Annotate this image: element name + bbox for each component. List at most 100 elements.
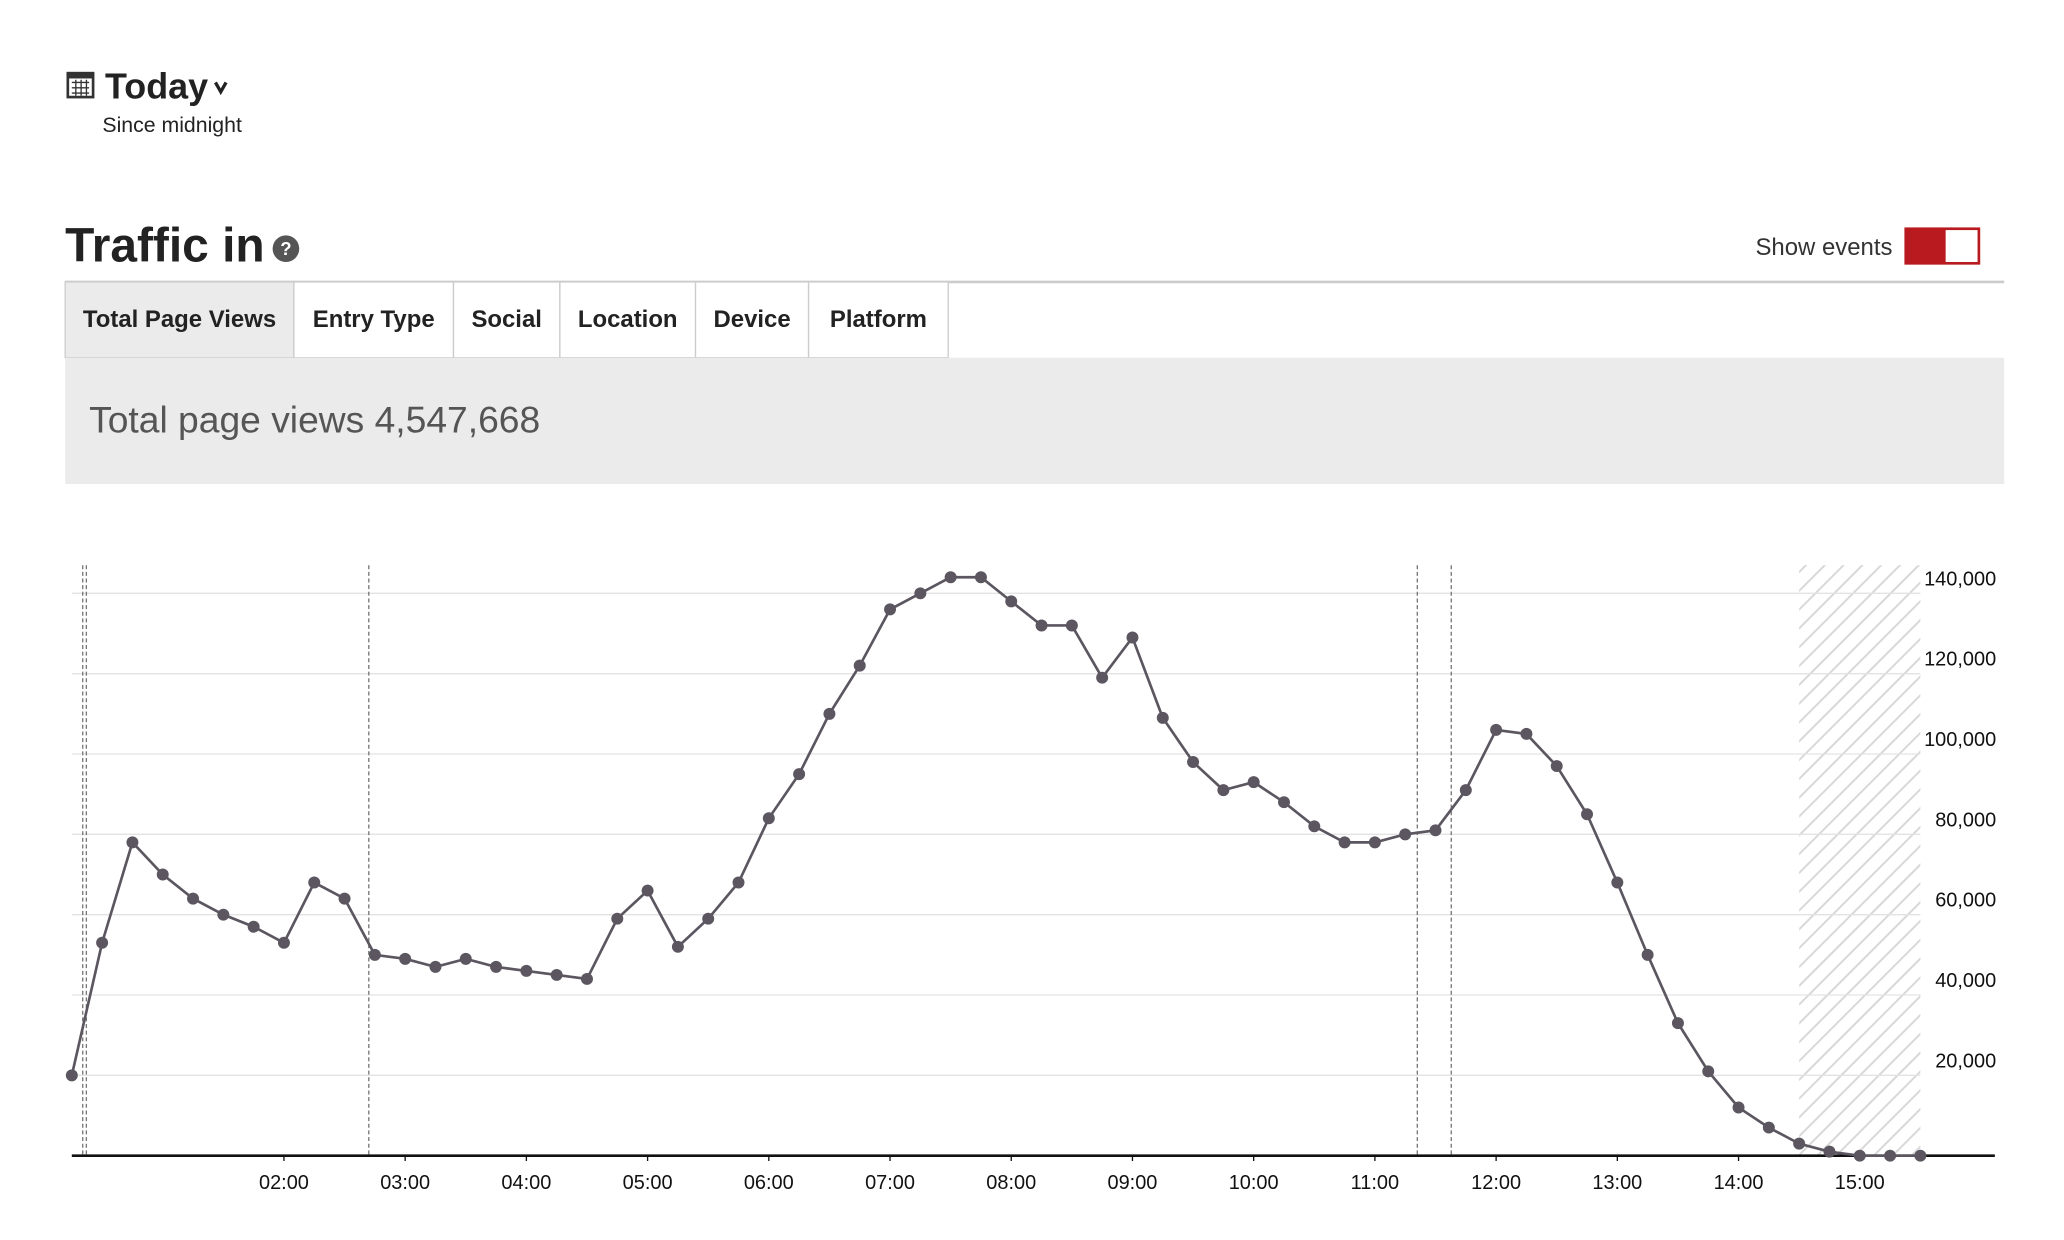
data-point: [762, 812, 775, 825]
data-point: [65, 1069, 78, 1082]
data-point: [1429, 824, 1442, 837]
data-point: [1884, 1149, 1897, 1162]
data-point: [459, 952, 472, 965]
data-point: [1065, 619, 1078, 632]
data-point: [1702, 1065, 1715, 1078]
x-tick-label: 02:00: [259, 1172, 309, 1194]
data-point: [702, 912, 715, 925]
future-shade: [1799, 565, 1921, 1156]
x-tick-label: 10:00: [1229, 1172, 1279, 1194]
tab-label: Total Page Views: [83, 306, 276, 333]
data-point: [732, 876, 745, 889]
tab[interactable]: Total Page Views: [64, 281, 295, 359]
y-tick-label: 20,000: [1935, 1050, 1996, 1072]
data-point: [1308, 820, 1321, 833]
x-tick-label: 13:00: [1592, 1172, 1642, 1194]
data-point: [884, 603, 897, 616]
x-tick-label: 06:00: [744, 1172, 794, 1194]
x-tick-label: 08:00: [986, 1172, 1036, 1194]
x-tick-label: 09:00: [1108, 1172, 1158, 1194]
tab-label: Social: [471, 306, 541, 333]
data-point: [1823, 1145, 1836, 1158]
data-point: [1611, 876, 1624, 889]
series-line: [70, 575, 1921, 1158]
date-picker[interactable]: Today: [66, 67, 228, 107]
calendar-icon-top: [67, 73, 94, 79]
x-tick-label: 05:00: [623, 1172, 673, 1194]
data-point: [126, 836, 139, 849]
y-tick-label: 120,000: [1924, 649, 1996, 671]
help-icon[interactable]: ?: [272, 235, 300, 262]
help-mark: ?: [280, 238, 291, 259]
data-point: [1793, 1137, 1806, 1150]
chart: 20,000 40,000 60,000 80,000 100,000 120,000 14…: [65, 565, 1996, 1194]
data-point: [1035, 619, 1048, 632]
dropdown-caret: [213, 81, 228, 96]
tab[interactable]: Entry Type: [293, 281, 455, 359]
data-point: [308, 876, 321, 889]
data-point: [1853, 1149, 1866, 1162]
tab[interactable]: Location: [559, 281, 697, 359]
toggle-fill: [1905, 228, 1946, 264]
data-point: [96, 936, 109, 949]
summary-text: Total page views 4,547,668: [89, 399, 540, 441]
data-point: [641, 884, 654, 897]
y-tick-label: 100,000: [1924, 729, 1996, 751]
y-tick-label: 40,000: [1935, 970, 1996, 992]
data-point: [1914, 1149, 1927, 1162]
data-point: [1338, 836, 1351, 849]
tab-bar: Total Page Views Entry Type Social Location…: [64, 281, 949, 359]
data-point: [944, 571, 957, 584]
data-point: [853, 659, 866, 672]
tab[interactable]: Device: [694, 281, 810, 359]
data-point: [581, 972, 593, 985]
data-point: [1671, 1017, 1684, 1030]
data-point: [338, 892, 351, 905]
tab-box: [559, 281, 697, 359]
tab-label: Entry Type: [313, 306, 435, 333]
data-point: [1005, 595, 1018, 608]
data-point: [490, 960, 503, 973]
data-point: [1550, 760, 1563, 773]
data-point: [247, 920, 260, 933]
y-tick-label: 140,000: [1924, 568, 1996, 590]
x-tick-label: 03:00: [380, 1172, 430, 1194]
data-point: [187, 892, 200, 905]
data-point: [1126, 631, 1139, 644]
data-point: [823, 707, 836, 720]
tab[interactable]: Platform: [807, 281, 949, 359]
events-toggle[interactable]: [1904, 227, 1981, 265]
data-point: [217, 908, 230, 921]
x-tick-label: 15:00: [1835, 1172, 1885, 1194]
data-point: [1490, 723, 1503, 736]
help-circle: [272, 235, 300, 262]
x-tick-label: 14:00: [1714, 1172, 1764, 1194]
tab-label: Device: [713, 306, 790, 333]
calendar-grid: [71, 79, 90, 96]
data-point: [1520, 727, 1533, 740]
tab-label: Platform: [830, 306, 927, 333]
data-point: [1732, 1101, 1745, 1114]
data-point: [1581, 808, 1594, 821]
x-tick-label: 07:00: [865, 1172, 915, 1194]
data-point: [1459, 784, 1472, 797]
date-subtitle: Since midnight: [102, 113, 242, 137]
data-point: [277, 936, 290, 949]
data-point: [156, 868, 169, 881]
summary-panel: [65, 357, 2005, 485]
tab-label: Location: [578, 306, 678, 333]
tab-box: [452, 281, 561, 359]
x-tick-label: 11:00: [1351, 1172, 1399, 1194]
tab-box: [694, 281, 810, 359]
tab-box: [807, 281, 949, 359]
tab[interactable]: Social: [452, 281, 561, 359]
data-point: [1217, 784, 1230, 797]
data-point: [974, 571, 987, 584]
data-point: [1641, 948, 1654, 961]
data-point: [611, 912, 624, 925]
data-point: [1762, 1121, 1775, 1134]
y-tick-label: 80,000: [1935, 809, 1996, 831]
data-point: [1368, 836, 1381, 849]
